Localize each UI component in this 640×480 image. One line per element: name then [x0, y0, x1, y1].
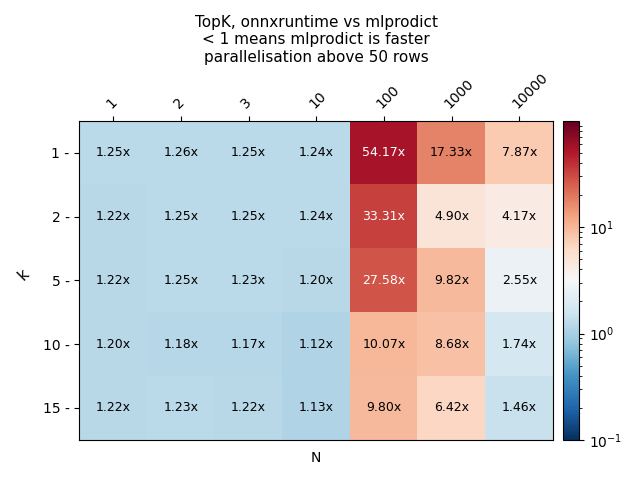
Text: 54.17x: 54.17x	[362, 146, 406, 159]
Text: 1.17x: 1.17x	[231, 337, 266, 351]
Text: 1.46x: 1.46x	[502, 401, 537, 414]
Text: 1.25x: 1.25x	[163, 274, 198, 287]
Text: 1.24x: 1.24x	[299, 210, 333, 223]
Text: 1.25x: 1.25x	[163, 210, 198, 223]
Text: 1.12x: 1.12x	[299, 337, 333, 351]
Text: 33.31x: 33.31x	[362, 210, 405, 223]
Text: 1.24x: 1.24x	[299, 146, 333, 159]
Text: 10.07x: 10.07x	[362, 337, 406, 351]
X-axis label: N: N	[311, 451, 321, 465]
Text: 1.25x: 1.25x	[231, 146, 266, 159]
Text: 1.26x: 1.26x	[163, 146, 198, 159]
Text: 4.17x: 4.17x	[502, 210, 537, 223]
Text: 1.22x: 1.22x	[95, 210, 131, 223]
Text: 8.68x: 8.68x	[434, 337, 469, 351]
Text: 17.33x: 17.33x	[430, 146, 473, 159]
Text: 1.25x: 1.25x	[95, 146, 131, 159]
Title: TopK, onnxruntime vs mlprodict
< 1 means mlprodict is faster
parallelisation abo: TopK, onnxruntime vs mlprodict < 1 means…	[195, 15, 438, 65]
Text: 1.18x: 1.18x	[163, 337, 198, 351]
Text: 4.90x: 4.90x	[434, 210, 469, 223]
Text: 6.42x: 6.42x	[434, 401, 469, 414]
Text: 1.25x: 1.25x	[231, 210, 266, 223]
Text: 1.22x: 1.22x	[95, 401, 131, 414]
Text: 1.22x: 1.22x	[95, 274, 131, 287]
Text: 1.20x: 1.20x	[95, 337, 131, 351]
Text: 7.87x: 7.87x	[502, 146, 537, 159]
Text: 1.23x: 1.23x	[231, 274, 266, 287]
Y-axis label: k: k	[15, 266, 32, 284]
Text: 1.74x: 1.74x	[502, 337, 537, 351]
Text: 1.20x: 1.20x	[299, 274, 334, 287]
Text: 27.58x: 27.58x	[362, 274, 406, 287]
Text: 1.22x: 1.22x	[231, 401, 266, 414]
Text: 9.82x: 9.82x	[434, 274, 469, 287]
Text: 2.55x: 2.55x	[502, 274, 537, 287]
Text: 1.23x: 1.23x	[163, 401, 198, 414]
Text: 9.80x: 9.80x	[366, 401, 401, 414]
Text: 1.13x: 1.13x	[299, 401, 333, 414]
